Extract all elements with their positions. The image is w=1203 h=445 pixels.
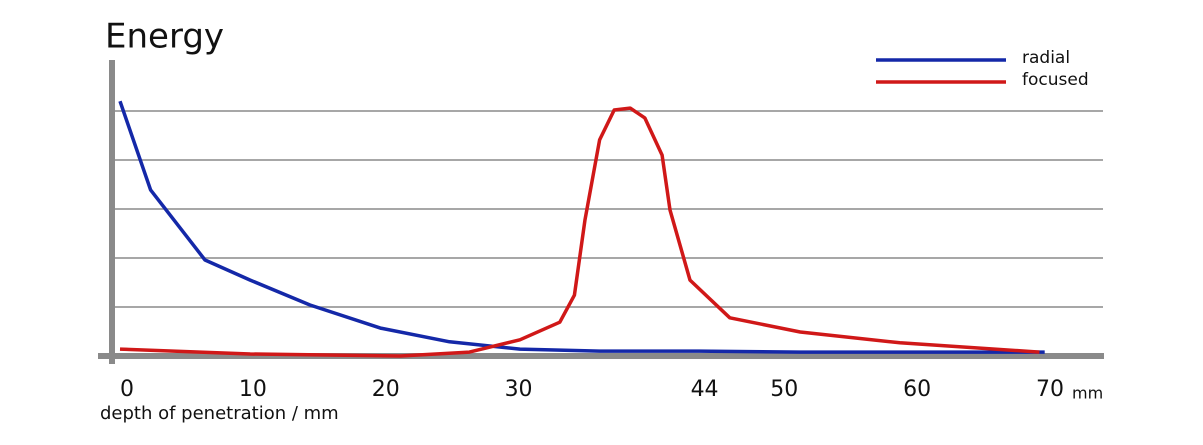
x-tick-label: 20 xyxy=(372,377,400,402)
x-tick-label: 0 xyxy=(120,377,134,402)
plot xyxy=(118,100,1045,358)
x-unit: mm xyxy=(1072,384,1103,403)
chart-title: Energy xyxy=(105,17,224,57)
x-tick-label: 60 xyxy=(903,377,931,402)
x-tick-label: 50 xyxy=(770,377,798,402)
x-tick-label: 70 xyxy=(1036,377,1064,402)
x-tick-label: 44 xyxy=(691,377,719,402)
x-tick-label: 30 xyxy=(505,377,533,402)
series-line xyxy=(118,100,1045,354)
legend-label: radial xyxy=(1022,48,1070,68)
x-tick-label: 10 xyxy=(239,377,267,402)
series-line xyxy=(119,106,1040,358)
legend-label: focused xyxy=(1022,70,1089,90)
grid xyxy=(113,110,1103,308)
x-axis-label: depth of penetration / mm xyxy=(100,403,339,424)
